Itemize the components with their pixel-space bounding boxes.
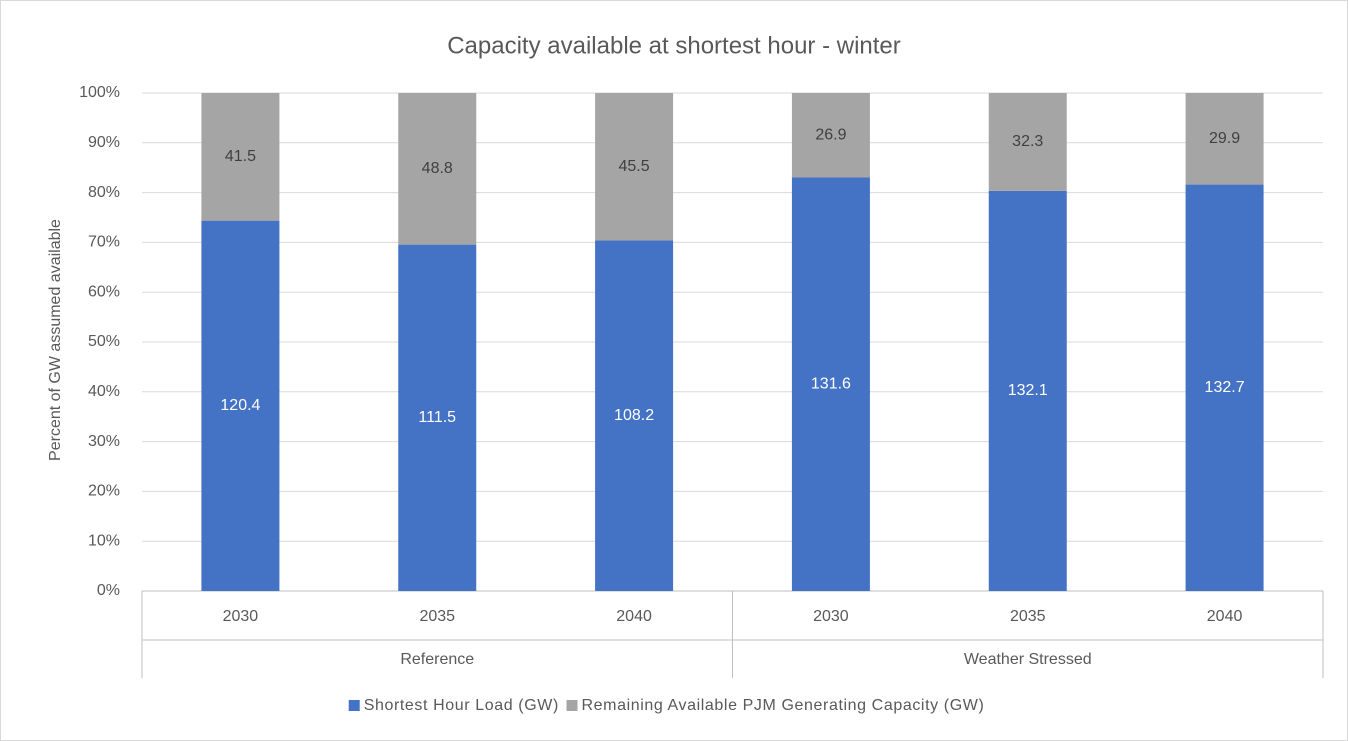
legend-swatch bbox=[566, 700, 578, 711]
x-tick-label: 2040 bbox=[616, 608, 652, 625]
group-label: Reference bbox=[400, 651, 474, 668]
x-tick-label: 2035 bbox=[1010, 608, 1046, 625]
y-tick-label: 80% bbox=[88, 184, 120, 201]
data-label: 111.5 bbox=[418, 409, 456, 426]
y-tick-label: 20% bbox=[88, 483, 120, 500]
data-label: 120.4 bbox=[220, 397, 260, 414]
data-label: 108.2 bbox=[614, 407, 654, 424]
legend-swatch bbox=[348, 700, 360, 711]
bar-segment bbox=[595, 240, 674, 591]
data-label: 29.9 bbox=[1209, 130, 1240, 147]
y-tick-label: 100% bbox=[79, 84, 120, 101]
bar-segment bbox=[398, 93, 477, 245]
bar-segment bbox=[1185, 184, 1264, 591]
x-tick-label: 2040 bbox=[1207, 608, 1243, 625]
y-tick-label: 90% bbox=[88, 134, 120, 151]
x-tick-label: 2030 bbox=[223, 608, 259, 625]
bar-segment bbox=[1185, 93, 1264, 185]
data-label: 41.5 bbox=[225, 148, 256, 165]
data-label: 132.7 bbox=[1205, 379, 1245, 396]
chart-title: Capacity available at shortest hour - wi… bbox=[447, 32, 901, 59]
bar-segment bbox=[988, 190, 1067, 591]
bar-segment bbox=[201, 93, 280, 221]
bar-segment bbox=[398, 244, 477, 591]
data-label: 32.3 bbox=[1012, 133, 1043, 150]
bar-segment bbox=[791, 177, 870, 591]
y-tick-label: 40% bbox=[88, 383, 120, 400]
legend-label: Shortest Hour Load (GW) bbox=[364, 697, 559, 714]
y-tick-label: 10% bbox=[88, 532, 120, 549]
legend-label: Remaining Available PJM Generating Capac… bbox=[582, 697, 985, 714]
y-tick-label: 30% bbox=[88, 433, 120, 450]
x-tick-label: 2035 bbox=[419, 608, 455, 625]
bar-segment bbox=[988, 93, 1067, 191]
y-tick-label: 50% bbox=[88, 333, 120, 350]
data-label: 132.1 bbox=[1008, 382, 1048, 399]
data-label: 48.8 bbox=[422, 160, 453, 177]
bar-segment bbox=[595, 93, 674, 241]
group-label: Weather Stressed bbox=[964, 651, 1092, 668]
y-axis-label: Percent of GW assumed available bbox=[47, 219, 64, 461]
y-tick-label: 60% bbox=[88, 283, 120, 300]
y-tick-label: 70% bbox=[88, 234, 120, 251]
y-tick-label: 0% bbox=[97, 582, 120, 599]
data-label: 131.6 bbox=[811, 375, 851, 392]
bar-segment bbox=[201, 220, 280, 591]
x-tick-label: 2030 bbox=[813, 608, 849, 625]
data-label: 26.9 bbox=[815, 126, 846, 143]
data-label: 45.5 bbox=[619, 158, 650, 175]
bar-segment bbox=[791, 93, 870, 178]
